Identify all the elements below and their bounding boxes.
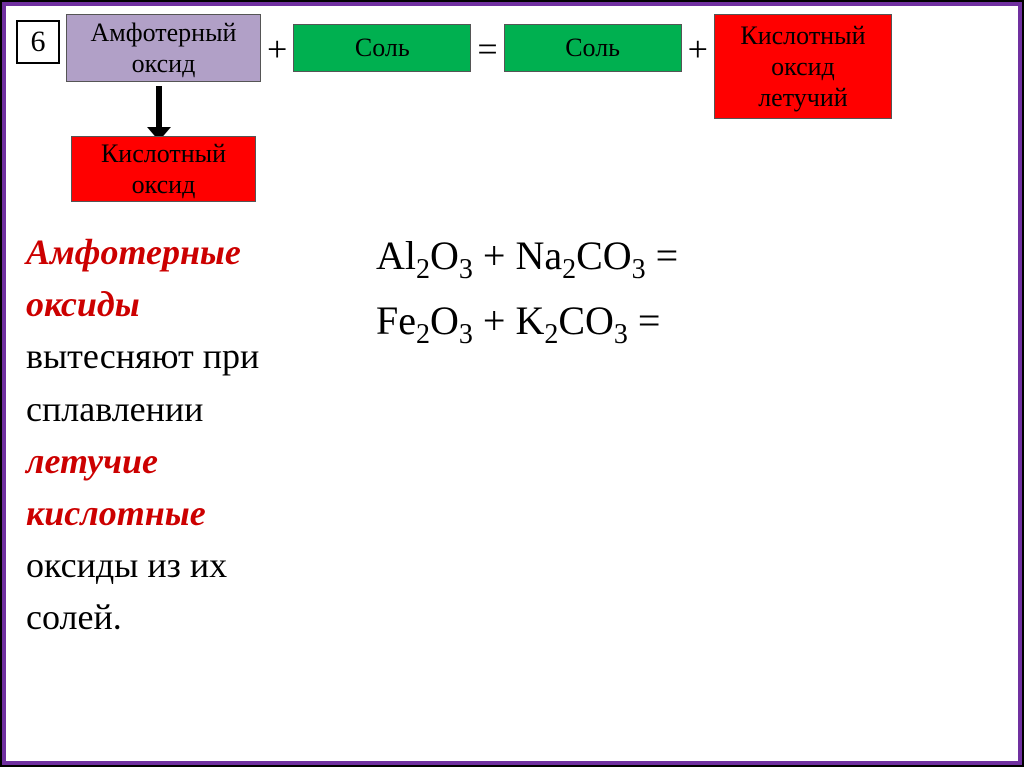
block-label: Кислотный оксид [101, 138, 226, 200]
formulas: Al2O3 + Na2CO3 = Fe2O3 + K2CO3 = [376, 226, 998, 644]
slide-frame: 6 Амфотерный оксид + Соль = Соль + Кисло… [2, 2, 1022, 765]
block-acid-volatile: Кислотный оксид летучий [714, 14, 892, 119]
block-label: Амфотерный оксид [91, 17, 237, 79]
formula-1: Al2O3 + Na2CO3 = [376, 226, 998, 291]
f: + K [473, 298, 544, 343]
f: Al [376, 233, 416, 278]
text-emphasis: кислотные [26, 493, 206, 533]
sub: 3 [459, 319, 473, 350]
f: CO [576, 233, 632, 278]
slide-number: 6 [16, 20, 60, 64]
block-label: Соль [355, 32, 410, 63]
sub: 3 [614, 319, 628, 350]
description-text: Амфотерные оксиды вытесняют при сплавлен… [26, 226, 346, 644]
text-emphasis: Амфотерные [26, 232, 241, 272]
sub: 2 [416, 319, 430, 350]
block-amphoteric-oxide: Амфотерный оксид [66, 14, 261, 82]
f: CO [558, 298, 614, 343]
sub: 2 [544, 319, 558, 350]
text-emphasis: летучие [26, 441, 158, 481]
equation-row: Амфотерный оксид + Соль = Соль + Кислотн… [66, 14, 1008, 119]
block-acid-oxide: Кислотный оксид [71, 136, 256, 202]
f: Fe [376, 298, 416, 343]
operator-plus: + [265, 28, 289, 70]
formula-2: Fe2O3 + K2CO3 = [376, 291, 998, 356]
text-line: сплавлении [26, 389, 203, 429]
f: O [430, 233, 459, 278]
f: = [628, 298, 661, 343]
block-salt-right: Соль [504, 24, 682, 72]
sub: 3 [632, 254, 646, 285]
content-area: Амфотерные оксиды вытесняют при сплавлен… [26, 226, 998, 644]
block-label: Кислотный оксид летучий [740, 20, 865, 114]
block-salt-left: Соль [293, 24, 471, 72]
sub: 2 [562, 254, 576, 285]
text-line: оксиды из их [26, 545, 227, 585]
text-emphasis: оксиды [26, 284, 140, 324]
arrow-down-icon [156, 86, 162, 130]
text-line: вытесняют при [26, 336, 259, 376]
sub: 2 [416, 254, 430, 285]
operator-plus: + [686, 28, 710, 70]
block-label: Соль [565, 32, 620, 63]
operator-equals: = [475, 28, 499, 70]
f: + Na [473, 233, 562, 278]
f: = [646, 233, 679, 278]
sub: 3 [459, 254, 473, 285]
f: O [430, 298, 459, 343]
text-line: солей. [26, 597, 122, 637]
